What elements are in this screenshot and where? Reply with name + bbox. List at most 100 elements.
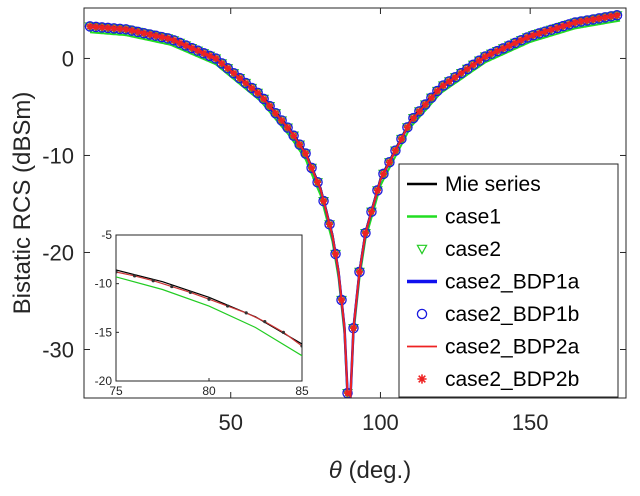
marker-case2-bdp2b (116, 25, 124, 33)
marker-case2-bdp1b (300, 148, 311, 159)
marker-case2-bdp2b (349, 324, 358, 332)
inset-x-tick-label: 75 (109, 384, 123, 398)
marker-case2-bdp2b (86, 22, 94, 30)
marker-case2-bdp2b (379, 170, 387, 178)
inset-marker (281, 330, 285, 334)
marker-case2-bdp2b (284, 124, 292, 132)
series-case2-bdp1b (84, 10, 623, 398)
inset-zoom-plot: 75 80 85 -5 -10 -15 -20 (95, 228, 309, 398)
marker-case2-bdp1b (252, 87, 263, 99)
marker-case2-bdp2b (188, 44, 196, 52)
inset-series-case2-markers (116, 270, 302, 348)
legend-entry-case1: case1 (407, 206, 501, 229)
marker-case2-bdp2b (535, 29, 543, 37)
legend-label: case2_BDP1b (445, 303, 579, 326)
marker-case2-bdp1b (390, 145, 401, 156)
marker-case2-bdp2b (320, 197, 328, 205)
marker-case2-bdp1b (384, 157, 395, 168)
legend-label: case2_BDP2a (445, 336, 580, 359)
marker-case2-bdp1b (282, 122, 293, 133)
y-tick-label: -10 (42, 143, 74, 168)
marker-case2-bdp1b (192, 45, 204, 56)
marker-case2-bdp1b (497, 43, 509, 54)
marker-case2-bdp1b (288, 130, 299, 141)
marker-case2-bdp1b (318, 195, 329, 207)
inset-series-case1 (116, 276, 302, 357)
marker-case2-bdp2b (236, 74, 244, 82)
marker-case2-bdp2b (451, 73, 459, 81)
marker-case2-bdp1b (294, 139, 305, 150)
legend-label: case2_BDP2b (445, 368, 579, 391)
legend-label: case2_BDP1a (445, 271, 580, 294)
marker-case2-bdp1b (264, 100, 275, 112)
legend-swatch (416, 244, 428, 255)
marker-case2-bdp1b (312, 176, 323, 188)
marker-case2-bdp2b (302, 149, 310, 158)
legend-label: case1 (445, 206, 501, 229)
marker-case2-bdp1b (414, 106, 425, 117)
x-axis-symbol: θ (329, 457, 342, 484)
marker-case2-bdp2b (182, 41, 190, 50)
marker-case2-bdp2b (403, 123, 411, 131)
marker-case2-bdp2b (607, 12, 615, 20)
marker-case2-bdp2b (397, 135, 405, 143)
marker-case2-bdp2b (152, 32, 160, 40)
marker-case2-bdp1b (306, 162, 317, 174)
marker-case2-bdp1b (432, 85, 443, 97)
inset-line-mie-series (116, 269, 302, 345)
inset-x-tick-label: 80 (202, 384, 216, 398)
marker-case2-bdp2b (523, 33, 531, 42)
inset-y-tick-label: -20 (95, 374, 113, 388)
inset-area (115, 234, 303, 382)
legend-entry-case2-bdp2a: case2_BDP2a (407, 336, 580, 359)
inset-x-tick-label: 85 (295, 384, 309, 398)
marker-case2-bdp2b (254, 89, 262, 97)
marker-case2-bdp2b (487, 50, 495, 58)
inset-marker (300, 344, 302, 348)
inset-y-tick-label: -10 (95, 277, 113, 291)
marker-case2-bdp2b (367, 208, 376, 216)
inset-y-tick-label: -15 (95, 325, 113, 339)
marker-case2-bdp2b (134, 28, 142, 36)
marker-case2-bdp2b (355, 268, 364, 276)
marker-case2-bdp1b (372, 185, 383, 196)
inset-marker (133, 274, 137, 278)
inset-marker (226, 304, 230, 308)
marker-case2-bdp1b (366, 206, 377, 217)
y-axis-label: Bistatic RCS (dBSm) (9, 92, 36, 315)
legend-entry-mie-series: Mie series (407, 173, 541, 196)
inset-line-case1 (116, 276, 302, 357)
y-tick-label: -30 (42, 337, 74, 362)
marker-case2-bdp1b (180, 40, 192, 51)
marker-case2-bdp2b (176, 39, 184, 47)
marker-case2-bdp2b (421, 100, 429, 109)
marker-case2-bdp2b (290, 132, 298, 140)
marker-case2-bdp2b (601, 13, 609, 21)
marker-case2-bdp2b (308, 164, 316, 172)
marker-case2-bdp2b (457, 69, 465, 77)
marker-case2-bdp2b (511, 39, 519, 47)
plot-frame (83, 7, 627, 399)
marker-case2-bdp2b (314, 178, 322, 186)
marker-case2-bdp2b (433, 87, 441, 95)
inset-marker (170, 284, 174, 289)
marker-case2-bdp1b (509, 37, 521, 49)
series-case2-bdp2b (86, 11, 621, 397)
inset-marker (207, 297, 211, 301)
marker-case2-bdp2b (158, 33, 166, 41)
marker-case2-bdp1b (276, 115, 287, 126)
y-tick-label: -20 (42, 240, 74, 265)
marker-case2-bdp1b (485, 48, 497, 60)
marker-case2-bdp2b (613, 11, 621, 19)
marker-case2-bdp2b (589, 15, 597, 23)
inset-series-mie-series (116, 269, 302, 345)
legend: Mie series case1 case2 case2_BDP1a case2_BDP… (398, 163, 619, 398)
marker-case2-bdp2b (475, 57, 483, 65)
inset-marker (188, 290, 192, 295)
marker-case2-bdp2b (122, 25, 130, 33)
marker-case2-bdp2b (278, 116, 286, 124)
marker-case2-bdp2b (469, 61, 477, 69)
marker-case2-bdp2b (541, 28, 549, 36)
marker-case2-bdp2b (463, 65, 471, 73)
